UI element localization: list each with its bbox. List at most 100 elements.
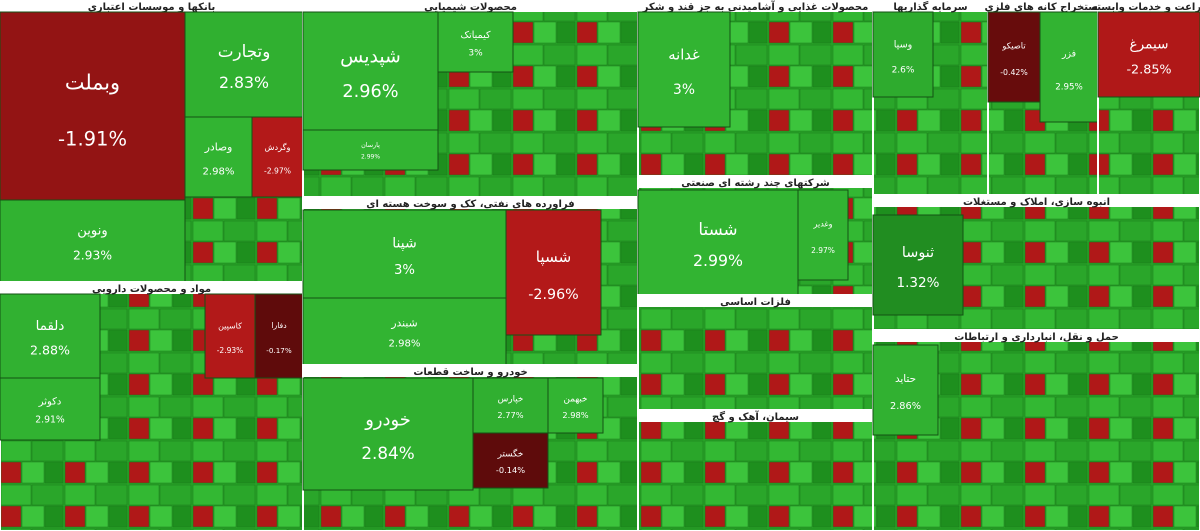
sector-title: محصولات شیمیایی xyxy=(424,2,517,13)
sector-title: سیمان، آهک و گچ xyxy=(712,410,799,423)
tile-name: فزر xyxy=(1061,48,1076,59)
tile xyxy=(302,377,474,491)
tile-name: شسپا xyxy=(536,248,572,267)
tile xyxy=(872,344,939,436)
tile xyxy=(1097,11,1200,98)
sector-title-bar xyxy=(1,283,302,294)
tile xyxy=(0,293,101,379)
tile-value: 1.32% xyxy=(897,275,940,291)
tile-name: کیمیاتک xyxy=(460,30,491,41)
tile-value: 3% xyxy=(468,48,483,58)
tile xyxy=(302,11,439,131)
tile-value: 2.98% xyxy=(562,410,588,420)
tile-value: -2.97% xyxy=(264,166,291,175)
sector-title: فراورده های نفتی، کک و سوخت هسته ای xyxy=(366,199,574,210)
sector-title-bar xyxy=(874,331,1199,342)
sector-title-bar xyxy=(1,1,302,12)
tile xyxy=(204,293,256,379)
tile-name: خبهمن xyxy=(564,394,588,404)
tile-value: 2.95% xyxy=(1055,82,1083,92)
tile-name: غدانه xyxy=(668,47,700,64)
tile xyxy=(0,377,101,441)
sector-title: حمل و نقل، انبارداری و ارتباطات xyxy=(954,332,1119,343)
tile-value: 2.99% xyxy=(361,154,380,161)
tile xyxy=(0,11,186,201)
tile xyxy=(254,293,304,379)
tile xyxy=(872,11,934,98)
tile-name: وگردش xyxy=(265,142,291,152)
tile-name: دلقما xyxy=(36,319,65,334)
tile-name: شستا xyxy=(698,219,737,239)
sector-title: انبوه سازی، املاک و مستغلات xyxy=(963,197,1110,208)
sector-title-bar xyxy=(874,1,987,12)
sector-title: شرکتهای چند رشته ای صنعتی xyxy=(681,178,830,189)
tile-name: حتاید xyxy=(895,373,916,385)
tile-value: 2.98% xyxy=(389,339,421,350)
sector-title: مواد و محصولات دارویی xyxy=(92,284,211,295)
tile-value: 2.91% xyxy=(35,415,65,426)
tile xyxy=(505,209,602,336)
tile-value: -0.17% xyxy=(266,346,292,355)
tile-name: ونوین xyxy=(77,224,107,239)
tile-value: -2.85% xyxy=(1126,62,1171,77)
tile xyxy=(437,11,514,73)
tile-name: شپنا xyxy=(392,235,417,251)
tile-name: دفارا xyxy=(271,321,286,330)
sector-title: محصولات غذایی و آشامیدنی به جز قند و شکر xyxy=(642,0,869,13)
tile-value: 2.88% xyxy=(30,343,70,358)
sector-title-bar xyxy=(304,198,637,209)
sector-title-bar xyxy=(639,411,872,422)
sector-title: فلزات اساسی xyxy=(720,297,791,308)
sector-title: استخراج کانه های فلزی xyxy=(984,2,1101,13)
tile-value: 2.84% xyxy=(361,443,414,463)
sector-title-bar xyxy=(874,196,1199,207)
sector-title: زراعت و خدمات وابسته xyxy=(1091,2,1200,13)
tile xyxy=(472,432,549,489)
tile-name: وبملت xyxy=(65,70,120,94)
tile xyxy=(472,377,549,434)
tile-name: کاسپین xyxy=(218,321,242,330)
tile-value: -1.91% xyxy=(58,127,127,150)
tile xyxy=(547,377,604,434)
tile-value: -2.96% xyxy=(528,287,578,303)
tile-value: -2.93% xyxy=(217,346,244,355)
sector xyxy=(637,294,874,411)
tile-value: 2.93% xyxy=(73,248,112,262)
sector-title-bar xyxy=(639,1,872,12)
tile-name: وصادر xyxy=(204,140,233,153)
tile xyxy=(184,116,253,198)
tile xyxy=(302,129,439,171)
tile-value: -0.42% xyxy=(1000,68,1028,77)
tile-value: 2.96% xyxy=(342,82,398,102)
tile-name: تاصیکو xyxy=(1001,41,1026,51)
tile-value: -0.14% xyxy=(496,465,525,475)
tile-name: ثنوسا xyxy=(902,245,934,261)
tile xyxy=(0,199,186,283)
tile-value: 3% xyxy=(673,82,695,98)
sector-title-bar xyxy=(304,366,637,377)
tile-value: 2.98% xyxy=(203,166,235,177)
tile-value: 2.77% xyxy=(497,410,523,420)
tile-value: 2.86% xyxy=(890,401,921,412)
tile xyxy=(251,116,304,198)
sector-title-bar xyxy=(639,177,872,188)
sector-title-bar xyxy=(639,296,872,307)
tile xyxy=(184,11,304,118)
tile-name: وغدیر xyxy=(813,220,833,229)
sector-title: بانکها و موسسات اعتباری xyxy=(88,2,215,13)
tile-name: پارسان xyxy=(361,141,380,149)
tile xyxy=(872,214,964,316)
tile-value: 2.6% xyxy=(892,65,915,75)
tile-name: خگستر xyxy=(497,448,524,459)
tile-value: 2.83% xyxy=(219,73,269,92)
sector-title-bar xyxy=(989,1,1097,12)
tile xyxy=(302,209,507,299)
tile-name: خپارس xyxy=(498,394,524,404)
tile-name: سیمرغ xyxy=(1130,36,1169,52)
sector-title-bar xyxy=(1099,1,1199,12)
tile xyxy=(637,11,731,128)
tile-name: خودرو xyxy=(364,410,411,431)
sector-title-bar xyxy=(304,1,637,12)
